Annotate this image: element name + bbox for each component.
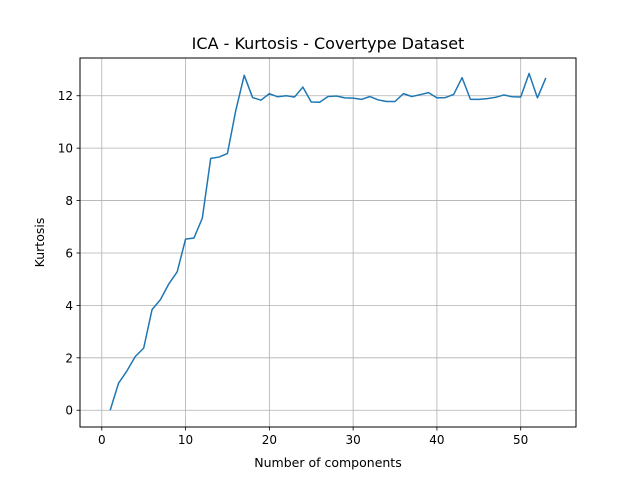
- y-tick-label: 0: [65, 404, 73, 418]
- y-tick-label: 6: [65, 246, 73, 260]
- x-tick-label: 30: [345, 433, 360, 447]
- y-tick-label: 2: [65, 351, 73, 365]
- x-tick-label: 20: [262, 433, 277, 447]
- x-tick-label: 40: [429, 433, 444, 447]
- y-axis-label: Kurtosis: [32, 218, 47, 268]
- y-tick-label: 4: [65, 299, 73, 313]
- x-tick-label: 50: [513, 433, 528, 447]
- x-axis-label: Number of components: [254, 455, 401, 470]
- chart-title: ICA - Kurtosis - Covertype Dataset: [192, 34, 465, 53]
- y-tick-label: 10: [58, 142, 73, 156]
- y-tick-label: 8: [65, 194, 73, 208]
- x-tick-label: 10: [178, 433, 193, 447]
- y-tick-label: 12: [58, 89, 73, 103]
- x-tick-label: 0: [98, 433, 106, 447]
